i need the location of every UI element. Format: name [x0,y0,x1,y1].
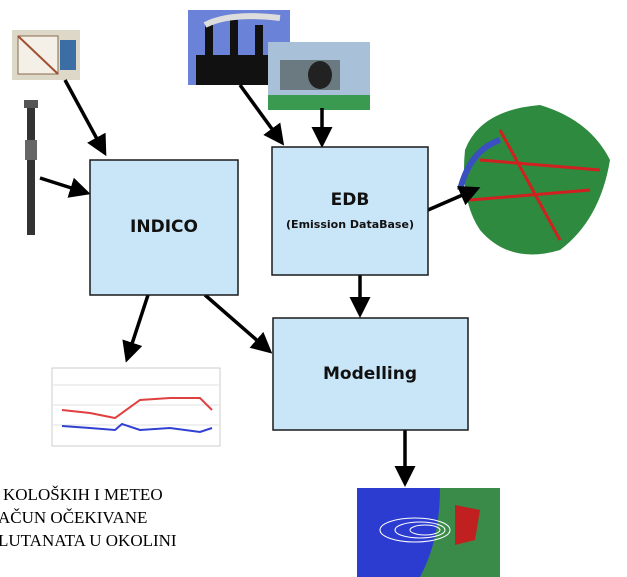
node-label: Modelling [323,364,417,384]
map-icon [457,105,610,255]
building-icon [12,30,80,80]
text-line: LUTANATA U OKOLINI [0,531,177,550]
text-line: AČUN OČEKIVANE [0,508,147,527]
node-label: INDICO [130,217,198,237]
node-sublabel: (Emission DataBase) [286,218,414,231]
modelling-box [272,317,469,431]
mast-icon [24,100,38,235]
node-label: EDB [331,190,370,210]
text-line: KOLOŠKIH I METEO [3,485,163,504]
dispersion-map-icon [357,488,500,577]
arrows [39,79,481,487]
pipe-icon [268,42,370,110]
line-chart-icon [51,367,221,447]
edb-box [271,146,429,276]
indico-box [89,159,239,296]
